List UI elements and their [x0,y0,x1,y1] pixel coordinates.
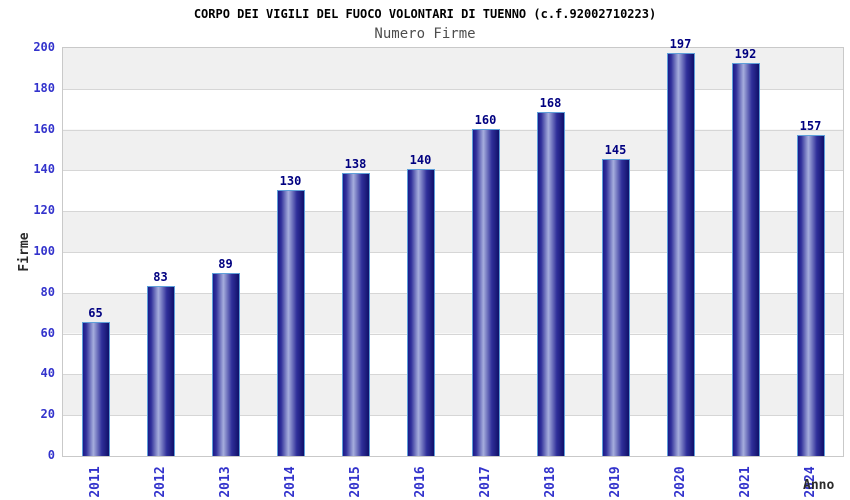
gridline [63,88,843,90]
bar-value-label: 65 [88,306,103,321]
bar-2024 [796,134,825,456]
bar-value-label: 145 [604,143,627,158]
bar-value-label: 89 [218,257,233,272]
bar-2019 [601,159,630,456]
gridline [63,415,843,417]
chart-subtitle: Numero Firme [374,26,476,42]
x-tick-label: 2015 [347,466,363,498]
x-tick-label: 2018 [542,466,558,498]
bar-2014 [276,189,305,456]
bar-value-label: 138 [344,157,367,172]
gridline [63,252,843,253]
bar-value-label: 140 [409,153,432,168]
gridline [63,333,843,335]
gridline [63,170,843,172]
y-tick-label: 200 [33,40,55,54]
bar-value-label: 197 [669,37,692,52]
y-tick-label: 140 [33,162,55,177]
bar-value-label: 160 [474,112,497,127]
gridline [63,129,843,131]
bar-2013 [211,273,240,456]
y-tick-label: 120 [33,203,55,218]
bar-value-label: 157 [799,118,822,133]
x-tick-label: 2012 [152,466,168,498]
gridline [63,211,843,213]
y-tick-label: 60 [40,325,55,340]
x-tick-label: 2011 [87,466,103,498]
gridline [63,374,843,376]
bar-2015 [341,173,370,456]
plot-area: 65 2011 83 2012 89 2013 130 2014 138 2015 140 2016 1… [62,37,844,498]
gridline [63,292,843,294]
bar-value-label: 192 [734,47,757,62]
x-tick-label: 2021 [737,466,753,498]
bar-2017 [471,128,500,456]
x-tick-label: 2014 [282,466,298,498]
bar-2018 [536,112,565,456]
y-tick-label: 100 [33,244,55,258]
x-axis-title: Anno [803,478,835,493]
y-tick-label: 0 [47,448,55,462]
x-tick-label: 2017 [477,466,493,498]
x-tick-label: 2020 [672,466,688,498]
y-axis-tick-labels: 0 20 40 60 80 100 120 140 160 180 200 [0,40,55,462]
y-tick-label: 80 [40,284,55,299]
bar-2011 [81,322,110,456]
bar-2012 [146,285,175,456]
bar-2021 [731,63,760,456]
bar-2020 [666,53,695,456]
bar-value-label: 168 [539,96,562,111]
x-tick-label: 2016 [412,466,428,498]
x-tick-label: 2013 [217,466,233,498]
y-tick-label: 20 [40,407,55,422]
bar-value-label: 83 [153,269,168,284]
chart-title: CORPO DEI VIGILI DEL FUOCO VOLONTARI DI … [193,7,657,21]
x-tick-label: 2019 [607,466,623,498]
bar-2016 [406,169,435,456]
y-tick-label: 180 [33,80,55,95]
y-tick-label: 40 [40,366,55,381]
y-tick-label: 160 [33,121,55,136]
bar-value-label: 130 [279,173,302,188]
